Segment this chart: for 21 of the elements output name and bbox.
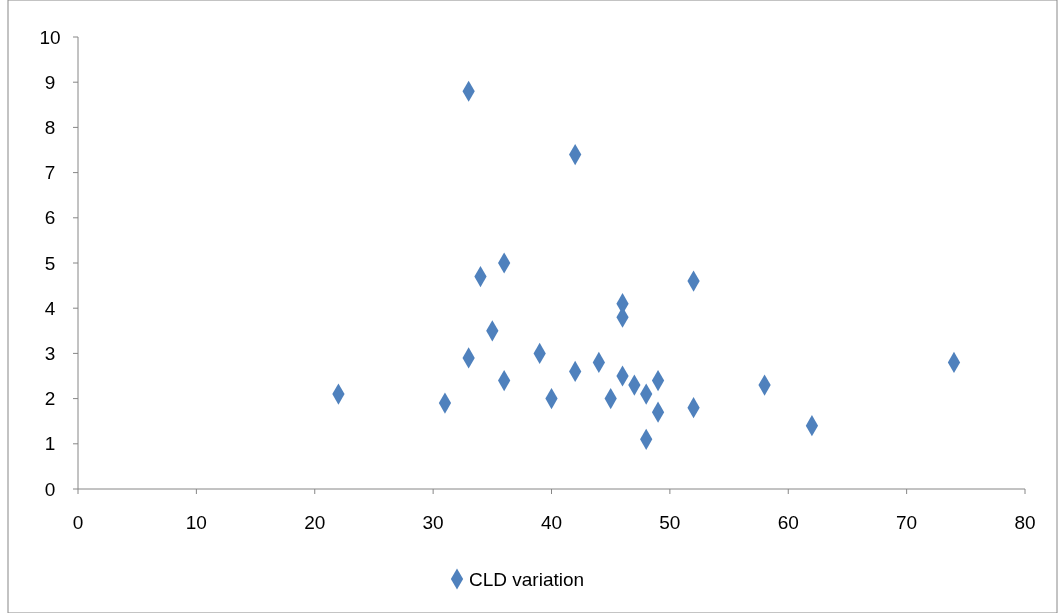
y-tick-label: 4 — [44, 297, 56, 319]
y-tick-label: 3 — [44, 343, 56, 365]
x-tick-label: 20 — [304, 512, 326, 533]
y-tick-label: 5 — [44, 252, 56, 274]
x-tick-label: 40 — [540, 512, 563, 533]
x-tick-label: 80 — [1014, 512, 1036, 533]
y-tick-label: 0 — [44, 478, 56, 500]
y-tick-label: 2 — [44, 388, 56, 410]
y-tick-label: 1 — [44, 433, 56, 455]
x-tick-label: 70 — [896, 512, 918, 533]
legend-label: CLD variation — [469, 568, 585, 590]
y-tick-label: 9 — [44, 71, 56, 93]
x-tick-label: 30 — [422, 512, 444, 533]
x-tick-label: 10 — [185, 512, 207, 533]
y-tick-label: 10 — [39, 26, 61, 48]
x-tick-label: 0 — [72, 512, 84, 533]
y-tick-label: 7 — [44, 162, 56, 184]
x-tick-label: 50 — [659, 512, 681, 533]
x-tick-label: 60 — [777, 512, 799, 533]
y-tick-label: 6 — [44, 207, 56, 229]
y-tick-label: 8 — [44, 117, 56, 139]
